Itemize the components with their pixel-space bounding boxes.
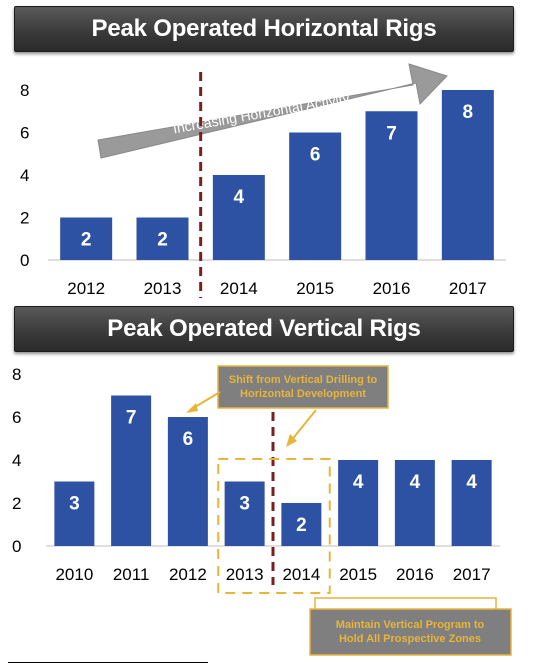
maintain-callout-text: Maintain Vertical Program to (336, 619, 485, 631)
y-tick-label: 0 (12, 537, 21, 556)
chart-title-horizontal: Peak Operated Horizontal Rigs (14, 6, 514, 52)
bar-2015 (338, 460, 379, 546)
maintain-callout: Maintain Vertical Program to Hold All Pro… (309, 597, 512, 656)
horizontal-rigs-chart: Increasing Horizontal Activity 0 2 4 6 8 2 2012… (20, 63, 506, 298)
bar-2016 (394, 460, 435, 546)
x-tick-label: 2012 (169, 565, 207, 584)
bar-value-label: 6 (183, 429, 194, 450)
bar-2011 (111, 395, 152, 546)
x-tick-label: 2017 (453, 565, 491, 584)
maintain-callout-box (309, 608, 512, 656)
bar-2017 (441, 90, 494, 260)
x-tick-label: 2015 (339, 565, 377, 584)
y-tick-label: 6 (20, 124, 29, 143)
x-tick-label: 2012 (67, 279, 105, 298)
arrow-label: Increasing Horizontal Activity (172, 90, 351, 137)
x-tick-label: 2010 (55, 565, 93, 584)
callout-pointer (289, 409, 317, 443)
transition-highlight-box (217, 458, 331, 594)
bar-2012 (167, 417, 208, 546)
bar-value-label: 4 (466, 472, 477, 493)
bar-value-label: 7 (386, 123, 397, 144)
bar-value-label: 3 (239, 494, 250, 515)
x-tick-label: 2013 (226, 565, 264, 584)
shift-callout-text: Horizontal Development (240, 388, 366, 400)
bar-value-label: 4 (353, 472, 364, 493)
bar-2010 (54, 481, 95, 546)
bar-2014 (281, 503, 322, 546)
shift-callout-text: Shift from Vertical Drilling to (229, 374, 378, 386)
arrow-shape (97, 63, 448, 159)
shift-callout-box (217, 365, 389, 409)
x-tick-label: 2014 (282, 565, 320, 584)
bar-value-label: 4 (410, 472, 421, 493)
x-tick-label: 2011 (113, 565, 150, 584)
x-tick-label: 2016 (396, 565, 434, 584)
vertical-rigs-chart: 0 2 4 6 8 3 2010 7 2011 6 2012 3 2013 2 2014 4 2015 4 2016… (12, 365, 512, 656)
y-tick-label: 0 (20, 251, 29, 270)
bar-value-label: 6 (310, 145, 321, 166)
x-tick-label: 2015 (296, 279, 334, 298)
y-tick-label: 6 (12, 408, 21, 427)
y-tick-label: 8 (20, 81, 29, 100)
bar-value-label: 2 (157, 230, 168, 251)
x-tick-label: 2014 (220, 279, 258, 298)
bar-value-label: 4 (234, 187, 245, 208)
footnote-divider (8, 662, 208, 663)
bar-2013 (136, 217, 189, 260)
shift-callout: Shift from Vertical Drilling to Horizonta… (186, 365, 389, 447)
bar-2016 (365, 111, 418, 260)
bar-2015 (289, 132, 342, 260)
y-tick-label: 4 (12, 451, 21, 470)
x-tick-label: 2017 (449, 279, 487, 298)
y-tick-label: 2 (12, 494, 21, 513)
x-tick-label: 2016 (373, 279, 411, 298)
maintain-bracket (314, 597, 497, 609)
bar-value-label: 2 (81, 230, 92, 251)
callout-pointer-head (186, 403, 198, 413)
bar-2014 (212, 175, 265, 260)
chart-title-vertical: Peak Operated Vertical Rigs (14, 306, 514, 352)
bar-value-label: 3 (69, 494, 80, 515)
bar-value-label: 8 (463, 102, 474, 123)
bar-value-label: 7 (126, 408, 137, 429)
maintain-callout-text: Hold All Prospective Zones (339, 633, 481, 645)
x-tick-label: 2013 (144, 279, 182, 298)
bar-value-label: 2 (296, 515, 307, 536)
bar-2012 (60, 217, 113, 260)
y-tick-label: 4 (20, 166, 29, 185)
bar-2013 (224, 481, 265, 546)
callout-pointer-head (286, 434, 297, 447)
bar-2017 (451, 460, 492, 546)
y-tick-label: 8 (12, 365, 21, 384)
y-tick-label: 2 (20, 209, 29, 228)
